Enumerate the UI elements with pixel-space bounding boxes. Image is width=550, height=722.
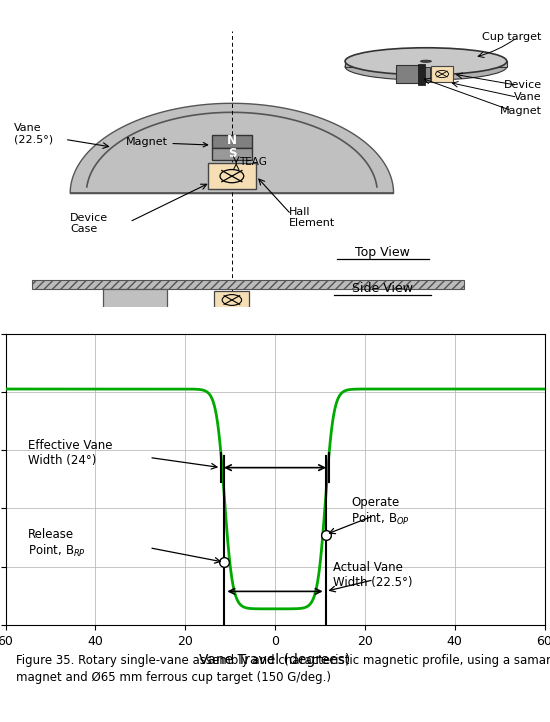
Bar (422, 66, 430, 82)
Text: TEAG: TEAG (239, 157, 267, 167)
Text: Top View: Top View (355, 246, 410, 259)
Bar (396, 65, 421, 83)
Bar (212, 135, 252, 147)
Ellipse shape (345, 48, 507, 75)
Polygon shape (345, 61, 507, 66)
Text: Side View: Side View (353, 282, 413, 295)
Text: Vane
(22.5°): Vane (22.5°) (14, 123, 53, 144)
X-axis label: Vane Travel (degrees): Vane Travel (degrees) (199, 653, 351, 667)
Text: Actual Vane
Width (22.5°): Actual Vane Width (22.5°) (333, 562, 413, 589)
Bar (102, 290, 167, 318)
Text: Effective Vane
Width (24°): Effective Vane Width (24°) (28, 439, 112, 467)
Text: Cup target: Cup target (482, 32, 542, 43)
Text: Magnet: Magnet (125, 137, 208, 147)
Bar (419, 64, 425, 84)
Bar (212, 147, 252, 160)
Text: Operate
Point, B$_{OP}$: Operate Point, B$_{OP}$ (351, 495, 410, 527)
Text: Device: Device (504, 80, 542, 90)
Bar (431, 66, 453, 82)
Polygon shape (70, 103, 394, 193)
Text: S: S (228, 147, 236, 160)
Text: Figure 35. Rotary single-vane assembly and characteristic magnetic profile, usin: Figure 35. Rotary single-vane assembly a… (16, 654, 550, 684)
Ellipse shape (345, 53, 507, 80)
Ellipse shape (421, 60, 431, 62)
Bar (208, 163, 256, 189)
Text: Release
Point, B$_{RP}$: Release Point, B$_{RP}$ (28, 528, 86, 559)
Bar (214, 291, 249, 309)
Text: N: N (227, 134, 237, 147)
Text: Device
Case: Device Case (70, 212, 108, 234)
Text: Vane: Vane (514, 92, 542, 103)
Text: Magnet: Magnet (500, 106, 542, 116)
Bar (32, 280, 464, 290)
Text: Hall
Element: Hall Element (289, 206, 335, 228)
